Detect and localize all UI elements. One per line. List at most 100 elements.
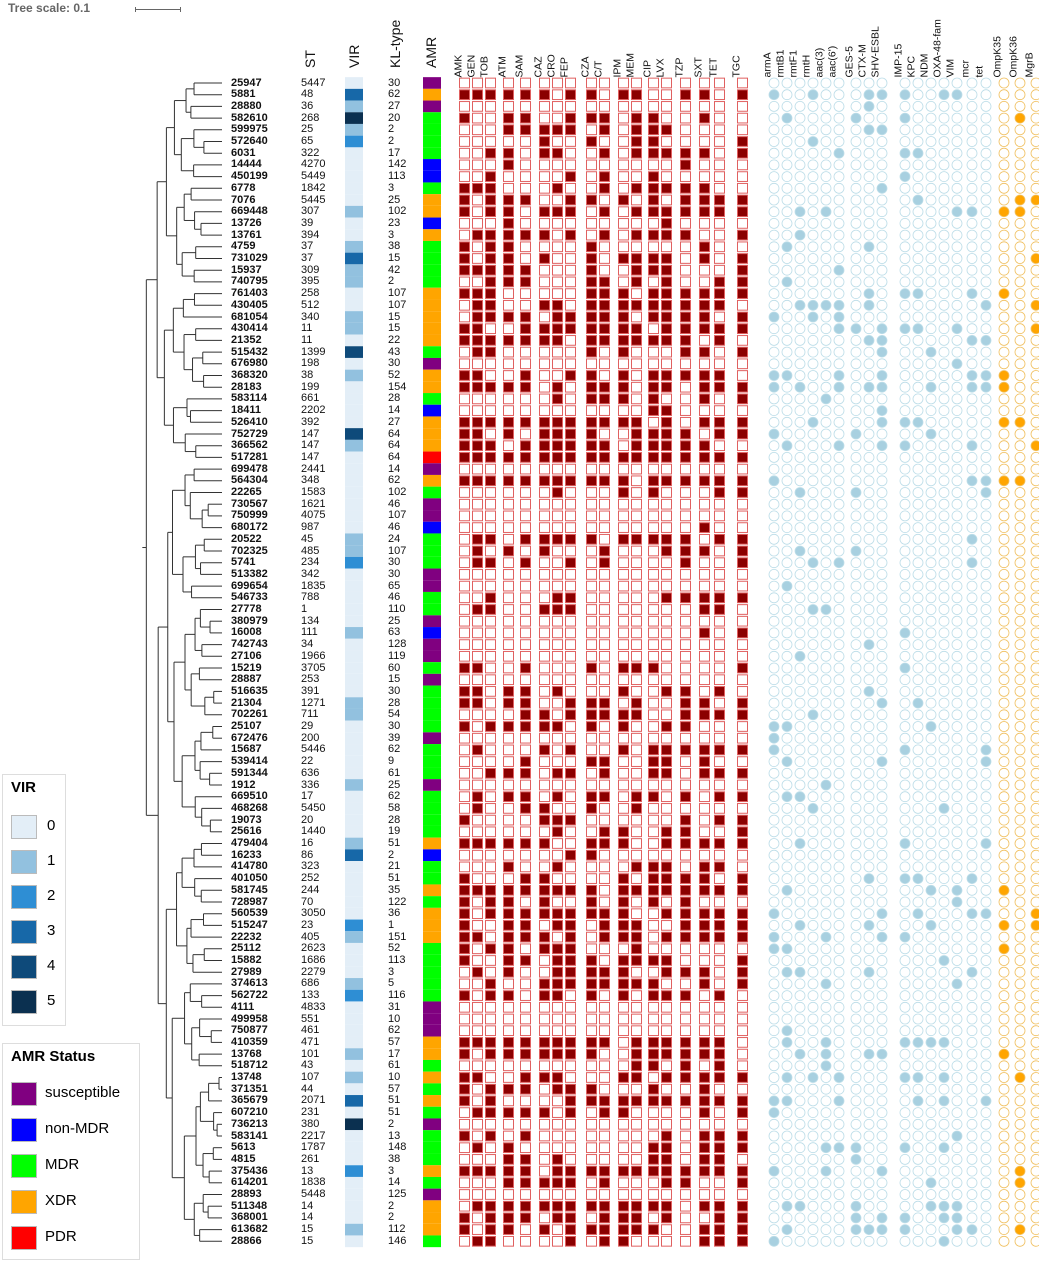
gene-cell (966, 803, 978, 814)
gene-cell (781, 276, 793, 288)
drug-cell (714, 615, 725, 627)
isolate-kl: 10 (388, 1012, 401, 1025)
drug-cell (648, 487, 659, 498)
gene-cell (820, 674, 832, 686)
gene-cell (966, 475, 978, 487)
gene-cell (980, 557, 992, 569)
drug-cell (586, 592, 597, 604)
drug-cell (699, 1165, 710, 1177)
drug-cell (599, 1037, 610, 1048)
gene-cell (833, 1025, 845, 1037)
gene-cell (966, 674, 978, 686)
gene-cell (966, 709, 978, 721)
amr-cell (423, 1130, 441, 1142)
gene-cell (998, 545, 1010, 557)
gene-cell (794, 1165, 806, 1177)
gene-cell (966, 920, 978, 931)
gene-cell (781, 545, 793, 557)
gene-cell (998, 124, 1010, 136)
gene-cell (850, 697, 862, 709)
gene-cell (980, 849, 992, 861)
drug-cell (503, 159, 514, 171)
drug-cell (680, 1154, 691, 1165)
drug-cell (552, 171, 563, 182)
drug-cell (539, 346, 550, 358)
gene-cell (768, 604, 780, 615)
drug-cell (648, 1107, 659, 1118)
drug-cell (459, 756, 470, 767)
gene-cell (912, 101, 924, 112)
drug-cell (503, 920, 514, 931)
drug-cell (485, 791, 496, 803)
gene-cell (925, 1154, 937, 1165)
drug-cell (472, 124, 483, 136)
drug-cell (631, 966, 642, 978)
drug-cell (565, 358, 576, 370)
drug-cell (699, 463, 710, 475)
tree-scale-bar (135, 7, 181, 12)
isolate-kl: 51 (388, 872, 401, 885)
gene-cell (833, 1165, 845, 1177)
drug-cell (680, 147, 691, 159)
drug-cell (472, 1107, 483, 1118)
gene-cell (938, 627, 950, 639)
drug-cell (472, 627, 483, 639)
gene-cell (807, 650, 819, 662)
drug-cell (699, 697, 710, 709)
gene-cell (876, 1048, 888, 1060)
drug-cell (599, 826, 610, 838)
gene-cell (899, 241, 911, 253)
drug-cell (539, 498, 550, 510)
gene-cell (899, 580, 911, 592)
drug-cell (565, 533, 576, 545)
gene-cell (980, 592, 992, 604)
gene-cell (980, 604, 992, 615)
gene-cell (951, 1013, 963, 1025)
gene-cell (980, 159, 992, 171)
drug-cell (459, 604, 470, 615)
drug-cell (699, 873, 710, 884)
gene-cell (863, 686, 875, 697)
gene-cell (1014, 1025, 1026, 1037)
gene-cell (807, 721, 819, 732)
drug-cell (648, 77, 659, 89)
drug-cell (459, 393, 470, 405)
gene-cell (768, 873, 780, 884)
vir-cell (345, 1095, 363, 1107)
gene-cell (807, 732, 819, 744)
gene-cell (833, 697, 845, 709)
drug-cell (680, 814, 691, 826)
drug-cell (680, 639, 691, 650)
gene-cell (925, 896, 937, 908)
isolate-id: 761403 (231, 287, 268, 300)
gene-cell (899, 592, 911, 604)
gene-cell (876, 1212, 888, 1224)
drug-cell (520, 182, 531, 194)
gene-cell (925, 732, 937, 744)
drug-cell (648, 218, 659, 229)
gene-cell (998, 487, 1010, 498)
isolate-st: 2279 (301, 965, 326, 978)
drug-cell (618, 580, 629, 592)
drug-cell (503, 650, 514, 662)
gene-cell (951, 451, 963, 463)
gene-cell (912, 767, 924, 779)
drug-cell (618, 697, 629, 709)
gene-cell (833, 1001, 845, 1013)
drug-cell (618, 978, 629, 990)
gene-cell (966, 136, 978, 147)
drug-cell (472, 1025, 483, 1037)
gene-cell (912, 650, 924, 662)
gene-cell (781, 112, 793, 124)
drug-cell (472, 346, 483, 358)
gene-cell (899, 510, 911, 522)
gene-cell (820, 393, 832, 405)
drug-cell (503, 545, 514, 557)
gene-cell (925, 709, 937, 721)
drug-cell (661, 615, 672, 627)
gene-cell (998, 1118, 1010, 1130)
gene-cell (980, 510, 992, 522)
gene-cell (938, 1037, 950, 1048)
drug-cell (586, 323, 597, 335)
drug-cell (520, 697, 531, 709)
